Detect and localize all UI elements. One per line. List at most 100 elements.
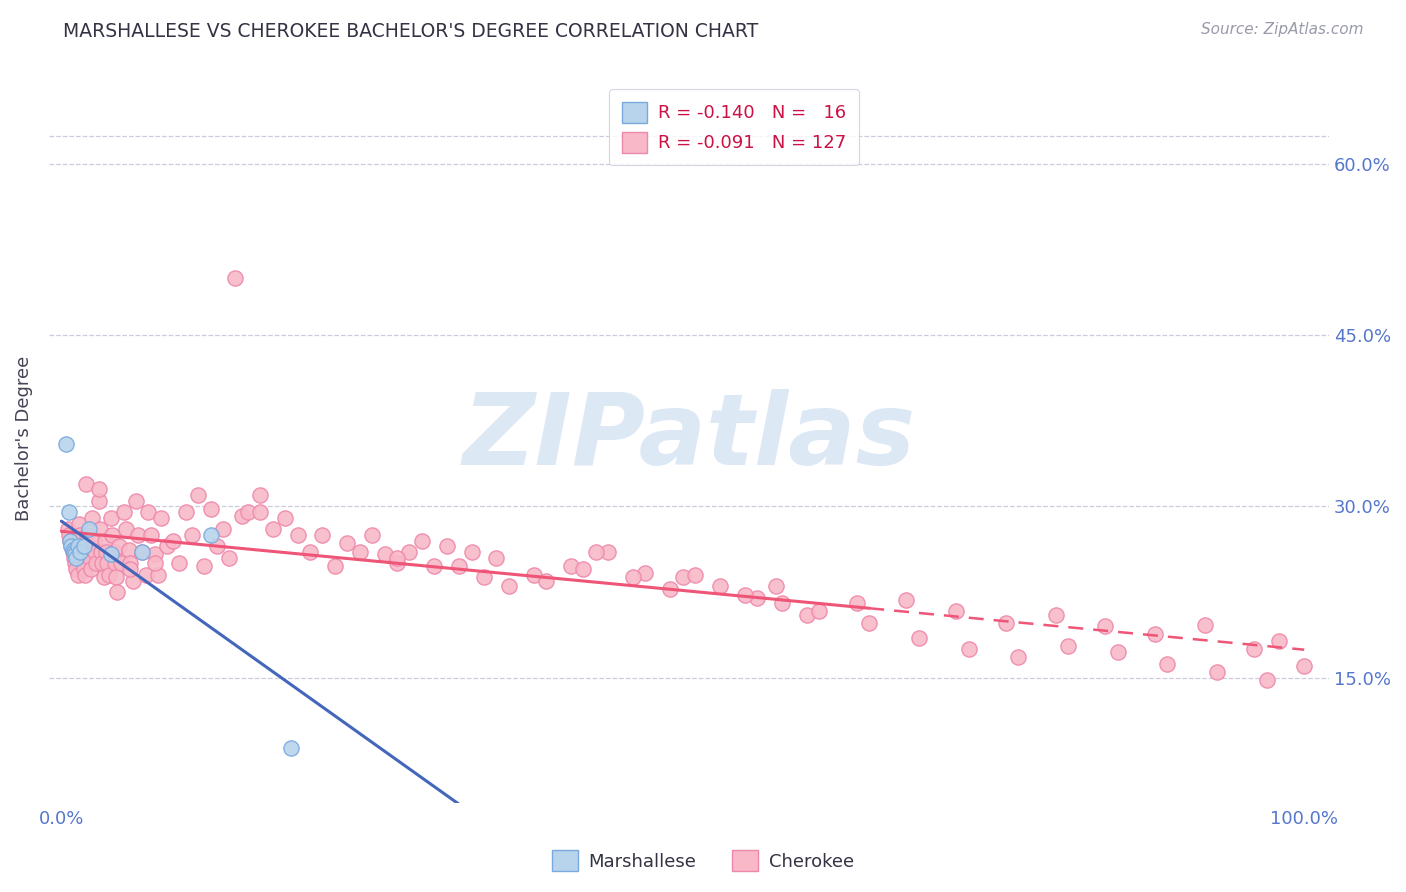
Point: [67, 516, 90, 531]
Point: [69, 528, 91, 542]
Point: [58, 528, 80, 542]
Point: [1268, 634, 1291, 648]
Point: [373, 547, 395, 561]
Point: [66, 567, 89, 582]
Point: [60, 539, 83, 553]
Point: [84, 545, 107, 559]
Point: [84, 557, 107, 571]
Point: [105, 570, 128, 584]
Point: [274, 511, 297, 525]
Point: [1045, 607, 1067, 622]
Point: [621, 570, 644, 584]
Point: [770, 596, 793, 610]
Y-axis label: Bachelor's Degree: Bachelor's Degree: [15, 355, 32, 521]
Point: [135, 567, 157, 582]
Legend: Marshallese, Cherokee: Marshallese, Cherokee: [546, 843, 860, 879]
Point: [709, 579, 731, 593]
Point: [1007, 650, 1029, 665]
Point: [104, 557, 127, 571]
Text: Source: ZipAtlas.com: Source: ZipAtlas.com: [1201, 22, 1364, 37]
Point: [139, 528, 162, 542]
Point: [298, 545, 321, 559]
Point: [1294, 659, 1316, 673]
Point: [55, 436, 77, 450]
Point: [224, 271, 246, 285]
Point: [66, 539, 89, 553]
Point: [69, 545, 91, 559]
Point: [127, 528, 149, 542]
Point: [957, 642, 980, 657]
Point: [385, 557, 408, 571]
Point: [945, 604, 967, 618]
Point: [180, 528, 202, 542]
Point: [115, 522, 138, 536]
Point: [97, 567, 120, 582]
Point: [77, 522, 100, 536]
Point: [87, 493, 110, 508]
Point: [249, 488, 271, 502]
Point: [59, 533, 82, 548]
Point: [1194, 618, 1216, 632]
Point: [56, 522, 79, 536]
Point: [994, 615, 1017, 630]
Point: [105, 585, 128, 599]
Point: [103, 545, 125, 559]
Point: [734, 588, 756, 602]
Point: [174, 505, 197, 519]
Point: [60, 539, 83, 553]
Point: [398, 545, 420, 559]
Point: [73, 562, 96, 576]
Point: [1094, 619, 1116, 633]
Point: [683, 567, 706, 582]
Point: [112, 505, 135, 519]
Point: [249, 505, 271, 519]
Point: [1243, 642, 1265, 657]
Point: [323, 558, 346, 573]
Point: [65, 550, 87, 565]
Point: [460, 545, 482, 559]
Point: [131, 545, 153, 559]
Point: [231, 508, 253, 523]
Point: [560, 558, 582, 573]
Point: [634, 566, 657, 580]
Point: [796, 607, 818, 622]
Point: [72, 550, 94, 565]
Point: [107, 539, 129, 553]
Point: [1156, 657, 1178, 671]
Point: [65, 562, 87, 576]
Point: [138, 505, 160, 519]
Point: [143, 557, 166, 571]
Text: MARSHALLESE VS CHEROKEE BACHELOR'S DEGREE CORRELATION CHART: MARSHALLESE VS CHEROKEE BACHELOR'S DEGRE…: [63, 22, 758, 41]
Point: [75, 476, 97, 491]
Point: [572, 562, 595, 576]
Point: [62, 545, 84, 559]
Point: [59, 533, 82, 548]
Point: [76, 528, 98, 542]
Point: [336, 536, 359, 550]
Point: [385, 550, 408, 565]
Point: [93, 570, 115, 584]
Point: [262, 522, 284, 536]
Point: [200, 528, 222, 542]
Point: [94, 533, 117, 548]
Point: [411, 533, 433, 548]
Point: [143, 547, 166, 561]
Point: [91, 557, 114, 571]
Point: [101, 528, 124, 542]
Point: [96, 557, 118, 571]
Point: [169, 557, 191, 571]
Point: [908, 631, 931, 645]
Point: [63, 545, 86, 559]
Point: [82, 511, 104, 525]
Point: [193, 558, 215, 573]
Point: [808, 604, 831, 618]
Point: [63, 550, 86, 565]
Point: [63, 557, 86, 571]
Point: [58, 505, 80, 519]
Point: [218, 550, 240, 565]
Point: [149, 511, 172, 525]
Point: [747, 591, 769, 605]
Point: [156, 539, 179, 553]
Point: [280, 741, 302, 756]
Point: [90, 545, 112, 559]
